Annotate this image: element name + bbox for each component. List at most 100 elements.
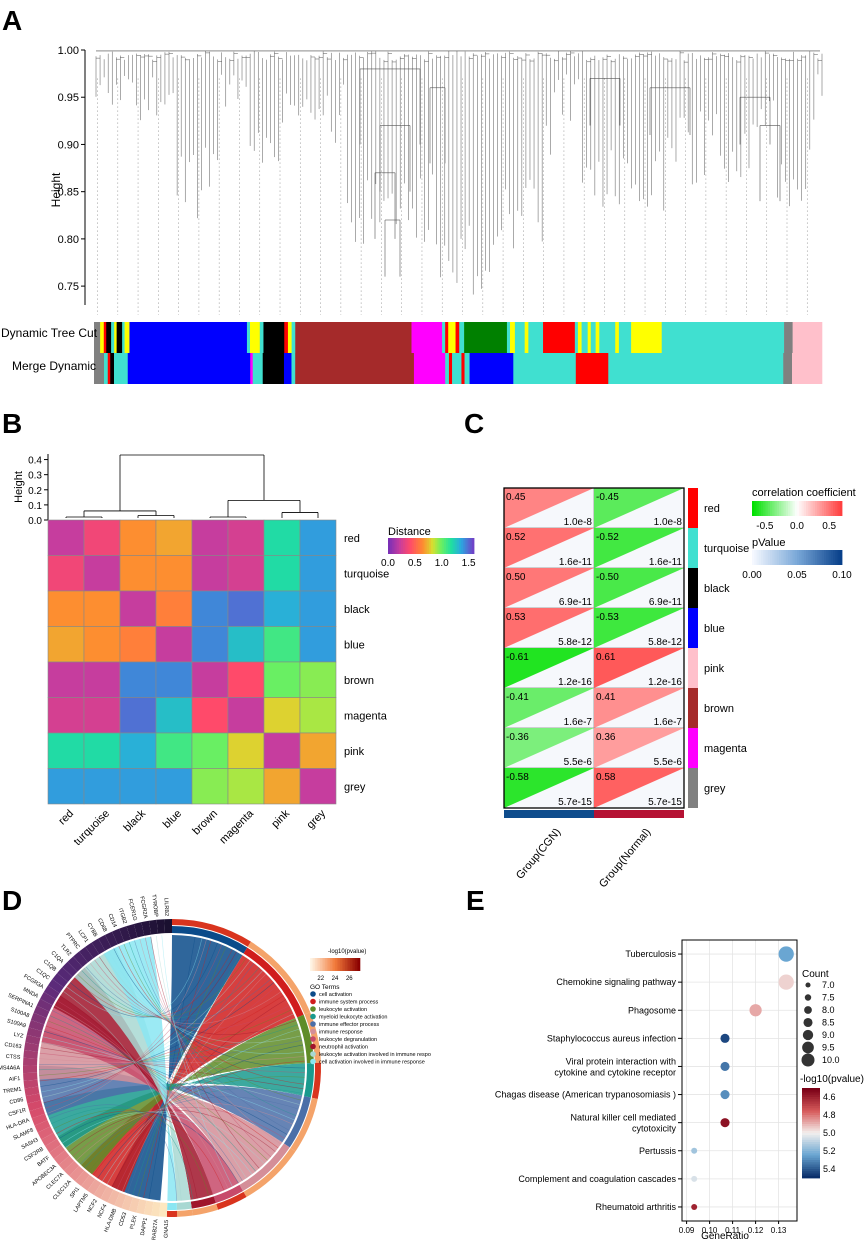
gene-arc-segment — [91, 938, 106, 955]
gene-arc-segment — [156, 919, 166, 934]
track-segment-yellow — [524, 322, 529, 353]
thread — [39, 1056, 305, 1064]
go-term-swatch — [310, 1058, 316, 1065]
gene-arc-segment — [133, 922, 145, 938]
gene-arc-segment — [40, 992, 56, 1006]
p-gradient-step — [802, 1173, 820, 1177]
module-dendrogram — [65, 454, 319, 518]
p-gradient-step — [802, 1115, 820, 1118]
legend-gradient-step — [330, 958, 332, 971]
correlation-value: -0.41 — [506, 692, 529, 703]
legend-gradient-step — [435, 538, 438, 554]
legend-gradient-step — [403, 538, 406, 554]
cc-gradient-step — [819, 501, 823, 516]
category-label: Rheumatoid arthritis — [595, 1202, 676, 1212]
category-label-line: cytokine and cytokine receptor — [554, 1067, 676, 1077]
thread — [47, 1020, 268, 1161]
legend-gradient-step — [328, 958, 331, 971]
cc-gradient-step — [767, 501, 771, 516]
track-segment-turquoise — [506, 322, 511, 353]
gene-arc-segment — [85, 942, 100, 959]
p-gradient-step — [794, 550, 798, 565]
p-gradient-step — [839, 550, 843, 565]
gene-label: FCER1G — [126, 898, 137, 921]
cell-correlation-triangle — [504, 568, 594, 608]
p-gradient-step — [815, 550, 818, 565]
thread — [150, 936, 260, 1169]
module-color-pink — [688, 648, 698, 688]
thread — [60, 995, 198, 1199]
thread — [68, 1109, 276, 1153]
legend-gradient-step — [390, 538, 393, 554]
y-axis-label: Height — [13, 471, 25, 503]
thread — [137, 946, 227, 1197]
p-gradient-step — [802, 1160, 820, 1163]
thread — [73, 949, 233, 1018]
panel-label-b: B — [2, 408, 22, 439]
heatmap-cell — [83, 697, 121, 734]
thread — [42, 960, 251, 1098]
track-segment-turquoise — [618, 322, 632, 353]
cc-gradient-step — [821, 501, 825, 516]
heatmap-cell — [227, 519, 265, 556]
legend-gradient-step — [409, 538, 413, 554]
p-gradient-step — [774, 550, 778, 565]
thread — [51, 1106, 194, 1200]
gene-label: CD86 — [9, 1097, 24, 1106]
p-gradient-step — [802, 1103, 820, 1107]
heatmap-cell — [47, 555, 85, 592]
track-segment-yellow — [615, 322, 620, 353]
heatmap-cell — [155, 661, 193, 698]
y-tick-label: 0.2 — [28, 486, 42, 497]
correlation-value: 0.36 — [596, 732, 616, 743]
term-arc-4 — [283, 1096, 311, 1148]
legend-tick-label: 1.0 — [435, 558, 449, 569]
heatmap-cell — [155, 590, 193, 627]
gene-arc-segment — [23, 1079, 39, 1089]
legend-gradient-step — [326, 958, 329, 971]
track-segment-turquoise — [246, 322, 251, 353]
thread — [155, 935, 247, 1179]
thread — [56, 1110, 225, 1191]
gene-arc-segment — [43, 985, 60, 1000]
pvalue-arc-8 — [176, 1209, 193, 1217]
cc-gradient-step — [765, 501, 769, 516]
correlation-value: -0.58 — [506, 772, 529, 783]
heatmap-cell — [47, 590, 85, 627]
p-gradient-step — [802, 1164, 820, 1168]
heatmap-cell — [263, 768, 301, 805]
track-segment-black — [110, 353, 115, 384]
module-color-magenta — [688, 728, 698, 768]
track-segment-magenta — [250, 353, 254, 384]
gene-label: CD53 — [118, 1212, 128, 1227]
p-tick-label: 5.0 — [823, 1128, 836, 1138]
heatmap-cell — [191, 661, 229, 698]
go-term-label: cell activation — [319, 992, 352, 998]
count-legend-label: 8.0 — [822, 1005, 835, 1015]
gene-arc-segment — [37, 1126, 54, 1140]
p-gradient-step — [781, 550, 784, 565]
p-gradient-step — [802, 1146, 820, 1150]
category-label: Chemokine signaling pathway — [556, 977, 676, 987]
gene-arc-segment — [26, 1027, 43, 1038]
gene-arc-segment — [53, 1150, 70, 1165]
pvalue-legend-title: -log10(pvalue) — [328, 949, 366, 955]
thread — [69, 942, 218, 1018]
thread — [111, 999, 287, 1187]
gene-label: CD68 — [96, 918, 108, 933]
go-term-swatch — [310, 1043, 316, 1050]
legend-gradient-step — [411, 538, 415, 554]
go-terms-title: GO Terms — [310, 984, 340, 991]
cell-correlation-triangle — [504, 648, 594, 688]
term-arc-0 — [172, 926, 248, 954]
p-gradient-step — [802, 1088, 820, 1091]
thread — [134, 940, 290, 1131]
legend-gradient-step — [355, 958, 357, 971]
x-tick-label: 0.12 — [748, 1226, 764, 1235]
gene-arc-segment — [79, 946, 94, 963]
module-color-bar: red turquoise black blue pink brown magenta gre… — [688, 488, 749, 808]
p-gradient-step — [802, 1126, 820, 1129]
cell-correlation-triangle — [594, 768, 684, 808]
thread — [89, 963, 282, 1025]
gene-label: AIF1 — [9, 1076, 21, 1083]
